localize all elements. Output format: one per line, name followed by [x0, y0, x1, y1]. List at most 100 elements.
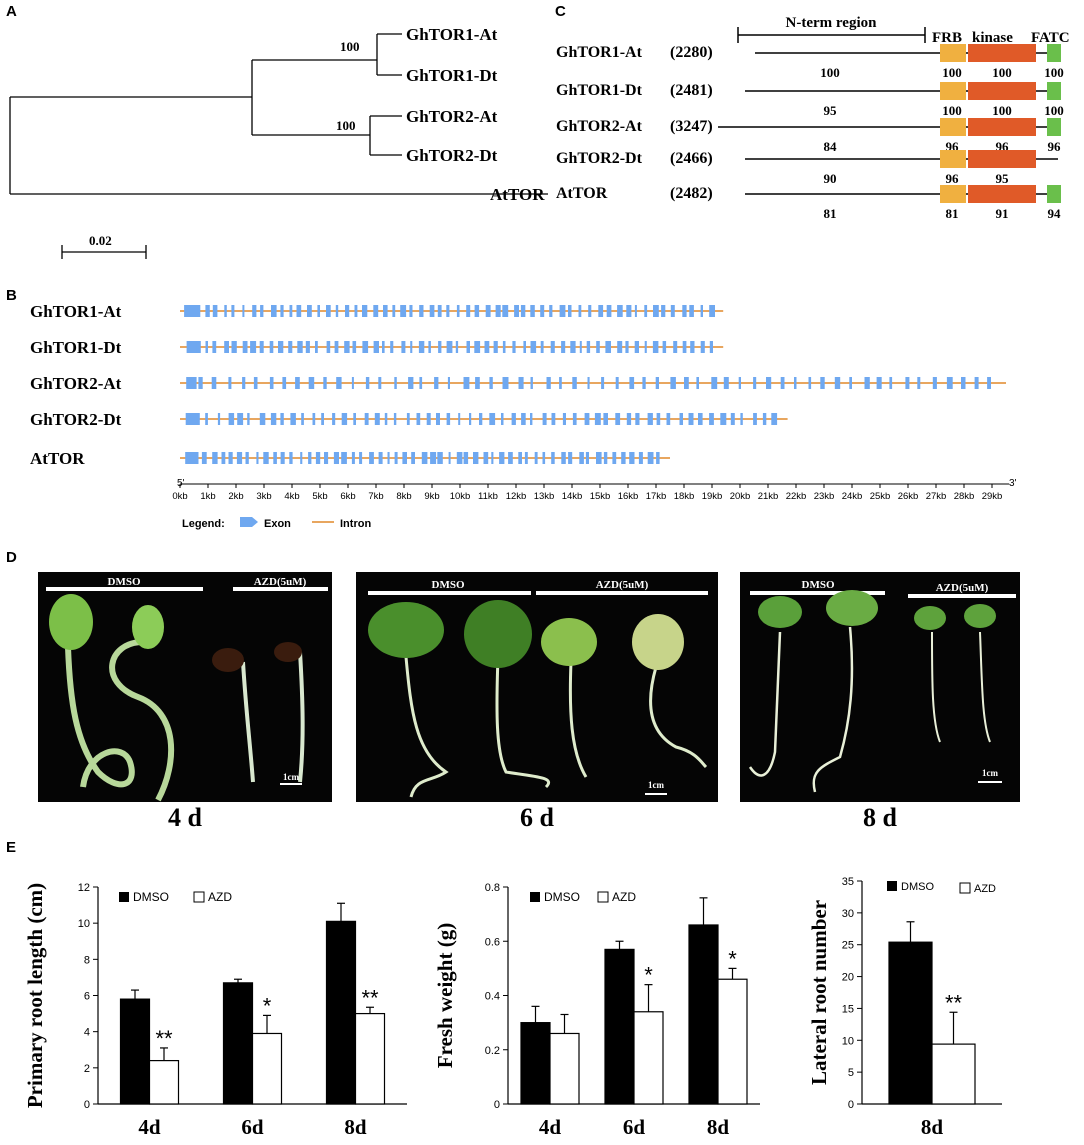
seedling-cotyledon [132, 605, 164, 649]
exon-block [288, 341, 293, 353]
exon-block [400, 305, 407, 317]
exon-block [300, 452, 303, 464]
exon-block [905, 377, 910, 389]
exon-block [228, 452, 233, 464]
y-tick-label: 35 [842, 876, 854, 888]
exon-block [626, 413, 632, 425]
exon-block [411, 452, 415, 464]
gene-name: GhTOR2-Dt [30, 410, 122, 429]
exon-block [362, 341, 369, 353]
domain-header-fatc: FATC [1031, 30, 1070, 46]
exon-block [253, 377, 258, 389]
kb-tick-label: 17kb [646, 491, 667, 502]
exon-block [551, 452, 555, 464]
exon-block [256, 452, 259, 464]
exon-block [282, 377, 287, 389]
seedling-stem [241, 661, 255, 783]
exon-block [570, 341, 576, 353]
kb-tick-label: 19kb [702, 491, 723, 502]
exon-block [217, 413, 221, 425]
exon-block [656, 452, 660, 464]
treatment-label-azd: AZD(5uM) [596, 579, 649, 591]
exon-block [466, 305, 471, 317]
exon-block [808, 377, 812, 389]
seedling-photo-6d: DMSO AZD(5uM) 1cm [356, 572, 718, 802]
seedling-illustration: DMSO AZD(5uM) 1cm [46, 576, 328, 802]
seedling-stem [495, 656, 550, 789]
exon-block [601, 377, 605, 389]
exon-block [324, 452, 329, 464]
protein-name: GhTOR1-Dt [556, 82, 643, 99]
exon-block [688, 413, 694, 425]
exon-block [463, 452, 469, 464]
exon-block [384, 413, 388, 425]
protein-length: (2481) [670, 82, 713, 99]
exon-block [549, 305, 553, 317]
significance-marker: ** [945, 990, 963, 1015]
exon-block [629, 377, 635, 389]
day-label: 6 d [520, 803, 554, 832]
exon-block [670, 377, 676, 389]
bar-chart: 0 0.2 0.4 0.6 0.8 Fresh weight (g) 4d * 6d * 8d DMS… [433, 882, 760, 1139]
exon-block [406, 413, 410, 425]
exon-block [638, 452, 643, 464]
exon-block [652, 341, 659, 353]
treatment-label-dmso: DMSO [432, 579, 465, 591]
exon-block [635, 413, 640, 425]
exon-block [315, 341, 318, 353]
y-tick-label: 2 [84, 1063, 90, 1075]
exon-block [378, 377, 382, 389]
exon-block [305, 341, 310, 353]
exon-block [365, 377, 370, 389]
kinase-domain [968, 150, 1036, 168]
exon-block [221, 452, 226, 464]
exon-block [493, 341, 498, 353]
seedling-cotyledon [541, 618, 597, 666]
gene-name: GhTOR1-Dt [30, 338, 122, 357]
exon-block [332, 413, 336, 425]
fatc-identity: 100 [1044, 65, 1064, 80]
exon-block [315, 452, 321, 464]
exon-block [393, 413, 397, 425]
gene-name: AtTOR [30, 449, 85, 468]
y-tick-label: 0 [494, 1099, 500, 1111]
legend-intron-label: Intron [340, 518, 371, 530]
exon-block [260, 305, 264, 317]
legend-label-dmso: DMSO [133, 890, 169, 904]
bar-chart: 0 5 10 15 20 25 30 35 Lateral root number ** 8d DMS… [807, 876, 1002, 1139]
y-tick-label: 0 [848, 1099, 854, 1111]
kb-tick-label: 3kb [256, 491, 271, 502]
exon-block [198, 377, 203, 389]
seedling-cotyledon [49, 594, 93, 650]
exon-block [780, 377, 785, 389]
panel-letter-d: D [6, 549, 17, 566]
kb-tick-label: 4kb [284, 491, 299, 502]
exon-block [345, 305, 350, 317]
fatc-domain [1047, 44, 1061, 62]
kb-tick-label: 7kb [368, 491, 383, 502]
exon-block [540, 305, 545, 317]
kinase-identity: 95 [996, 171, 1010, 186]
exon-block [508, 452, 513, 464]
panel-letter-a: A [6, 3, 17, 20]
domain-structure: N-term region FRB kinase FATC GhTOR1-At (… [556, 15, 1070, 221]
bootstrap-value: 100 [340, 39, 360, 54]
exon-block [418, 341, 425, 353]
exon-block [410, 341, 413, 353]
y-tick-label: 10 [842, 1035, 854, 1047]
tree-taxon-label: GhTOR1-At [406, 25, 498, 44]
exon-block [224, 341, 229, 353]
exon-block [323, 377, 327, 389]
exon-block [280, 452, 285, 464]
kb-tick-label: 16kb [618, 491, 639, 502]
bar-azd [354, 1012, 386, 1105]
exon-block [700, 305, 703, 317]
exon-block [383, 305, 388, 317]
exon-block [336, 377, 342, 389]
exon-block [273, 452, 277, 464]
exon-block [794, 377, 797, 389]
exon-block [647, 413, 653, 425]
exon-block [194, 452, 199, 464]
exon-block [987, 377, 991, 389]
legend-label-dmso: DMSO [544, 890, 580, 904]
